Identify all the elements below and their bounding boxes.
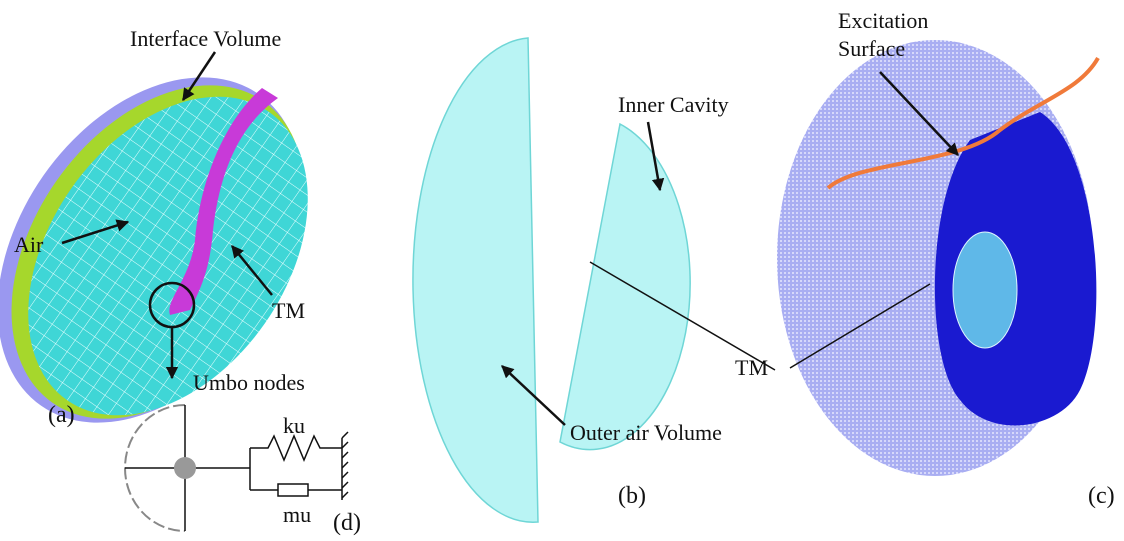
caption: (a): [48, 402, 75, 428]
panel-a: Interface Volume Air TM Umbo nodes (a): [0, 20, 366, 480]
label: Excitation: [838, 8, 928, 33]
damper: [278, 484, 308, 496]
label: Inner Cavity: [618, 92, 729, 117]
caption: (b): [618, 483, 646, 509]
label: Surface: [838, 36, 905, 61]
figure: Interface Volume Air TM Umbo nodes (a) k…: [0, 0, 1124, 541]
label: Outer air Volume: [570, 420, 722, 445]
label: TM: [272, 298, 305, 323]
node: [174, 457, 196, 479]
panel-b: Inner Cavity Outer air Volume (b): [413, 38, 729, 522]
label: Interface Volume: [130, 26, 281, 51]
panel-d: ku mu (d): [125, 405, 361, 536]
label: ku: [283, 413, 305, 438]
label: Air: [14, 232, 44, 257]
inner-cavity: [560, 124, 690, 450]
label: TM: [735, 355, 768, 380]
wall-hatch: [342, 432, 348, 498]
caption: (c): [1088, 483, 1115, 509]
tm-model: [953, 232, 1017, 348]
label: Umbo nodes: [193, 370, 305, 395]
label: mu: [283, 502, 311, 527]
outer-air-volume: [413, 38, 538, 522]
caption: (d): [333, 510, 361, 536]
